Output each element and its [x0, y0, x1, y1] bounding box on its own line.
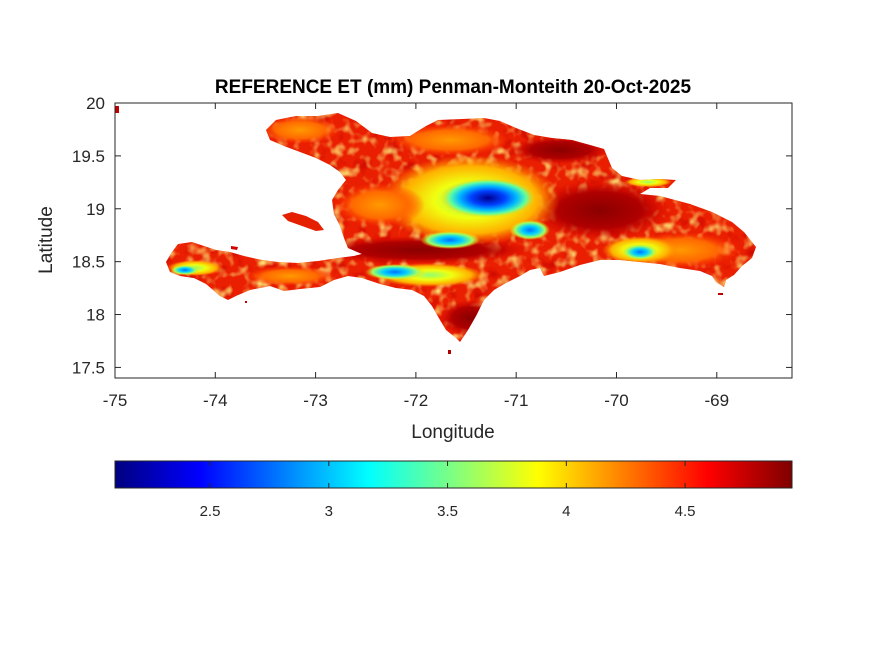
x-axis-ticks: -75 -74 -73 -72 -71 -70 -69 [103, 103, 729, 410]
colorbar-tick-label: 4.5 [675, 503, 696, 520]
y-tick-label: 19 [86, 200, 105, 219]
x-tick-label: -73 [303, 391, 328, 410]
chart-title: REFERENCE ET (mm) Penman-Monteith 20-Oct… [215, 77, 692, 98]
y-tick-label: 17.5 [72, 358, 105, 377]
tortuga-island [282, 212, 324, 231]
x-tick-label: -75 [103, 391, 128, 410]
navassa-pixel [245, 301, 247, 303]
plot-axes-box [114, 102, 793, 379]
et-heatmap [115, 106, 756, 354]
y-axis-ticks: 20 19.5 19 18.5 18 17.5 [72, 94, 792, 377]
x-tick-label: -71 [504, 391, 529, 410]
colorbar-tick-label: 2.5 [200, 503, 221, 520]
x-tick-label: -69 [704, 391, 729, 410]
x-tick-label: -74 [203, 391, 228, 410]
x-tick-label: -70 [604, 391, 629, 410]
colorbar-ticks: 2.5 3 3.5 4 4.5 [200, 461, 696, 520]
y-tick-label: 20 [86, 94, 105, 113]
corner-pixel [115, 106, 119, 113]
y-axis-label: Latitude [36, 206, 57, 274]
colorbar-tick-label: 4 [562, 503, 570, 520]
y-tick-label: 18.5 [72, 253, 105, 272]
y-tick-label: 19.5 [72, 147, 105, 166]
colorbar-tick-label: 3.5 [437, 503, 458, 520]
colorbar [114, 460, 793, 489]
y-tick-label: 18 [86, 306, 105, 325]
x-axis-label: Longitude [411, 422, 494, 443]
saona-pixel [718, 293, 723, 295]
gonave-island [231, 246, 238, 250]
colorbar-tick-label: 3 [325, 503, 333, 520]
x-tick-label: -72 [404, 391, 429, 410]
beata-pixel [448, 350, 451, 354]
